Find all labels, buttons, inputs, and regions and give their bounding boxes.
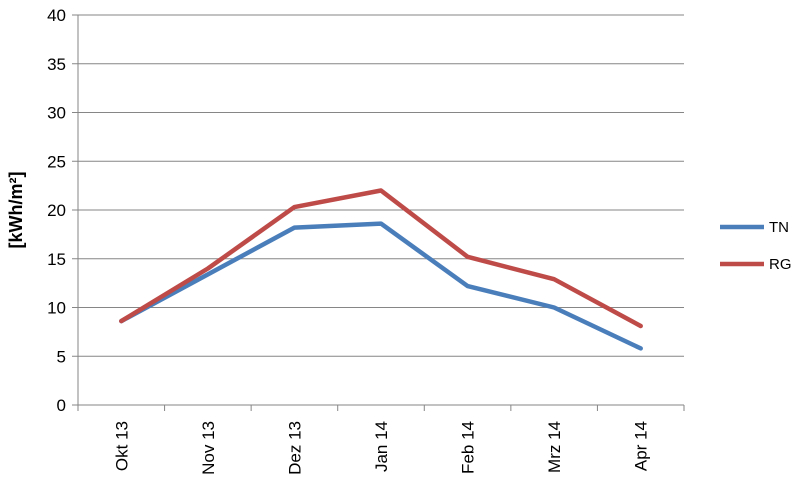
y-tick-label: 0 [57,396,66,415]
y-tick-label: 10 [47,299,66,318]
x-tick-labels: Okt 13 Nov 13 Dez 13 Jan 14 Feb 14 Mrz 14 Apr … [112,421,650,475]
y-tick-label: 40 [47,6,66,25]
y-tick-label: 30 [47,104,66,123]
x-tick-label: Nov 13 [199,421,218,475]
series-line-tn [119,221,643,351]
x-tick-label: Okt 13 [112,421,131,471]
x-tick-label: Apr 14 [632,421,651,471]
series-lines [119,188,643,351]
y-tick-label: 20 [47,201,66,220]
x-tick-label: Mrz 14 [545,421,564,473]
y-tick-label: 35 [47,55,66,74]
legend: TN RG [720,219,792,273]
y-axis-title: [kWh/m²] [6,172,26,249]
x-tick-label: Feb 14 [459,421,478,474]
x-tick-label: Dez 13 [285,421,304,475]
y-tick-label: 15 [47,250,66,269]
y-tick-labels: 0 5 10 15 20 25 30 35 40 [47,6,66,415]
series-line-rg [119,188,643,329]
legend-label: TN [769,219,789,236]
gridlines [78,14,684,357]
y-tick-label: 25 [47,152,66,171]
y-tick-label: 5 [57,347,66,366]
x-tick-label: Jan 14 [372,421,391,472]
axes [72,14,685,411]
legend-label: RG [769,256,792,273]
